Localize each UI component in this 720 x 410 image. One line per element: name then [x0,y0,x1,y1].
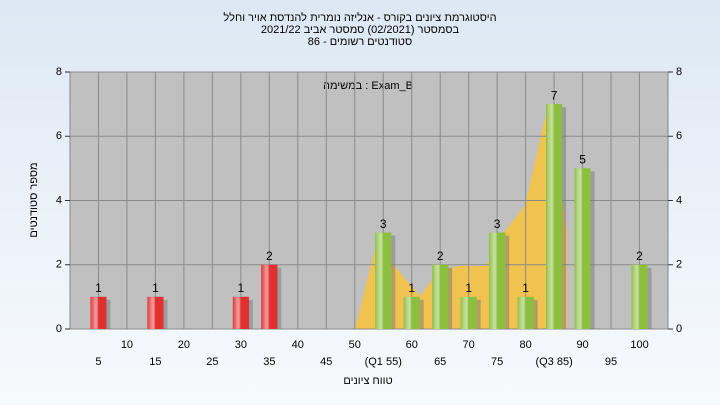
x-tick-label: 35 [263,356,275,368]
data-label: 5 [579,153,586,167]
data-label: 2 [636,249,643,263]
x-tick-label: 95 [605,356,617,368]
x-tick-label: 10 [121,339,133,351]
chart-title-line: בסמסטר (02/2021) סמסטר אביב 2021/22 [261,24,460,36]
x-tick-label: 20 [178,339,190,351]
x-tick-label: 75 [491,356,503,368]
y-tick-label: 8 [56,66,62,78]
chart-title-line: היסטוגרמת ציונים בקורס - אנליזה נומרית ל… [223,11,496,24]
data-label: 1 [408,281,415,295]
y2-tick-label: 0 [676,323,682,335]
y-tick-label: 2 [56,259,62,271]
distribution-area [355,105,567,329]
y-tick-label: 4 [56,194,62,206]
y2-tick-label: 8 [676,66,682,78]
bar-shine [147,296,164,329]
data-label: 1 [238,281,245,295]
x-tick-label: 60 [406,339,418,351]
bar-shine [375,232,392,329]
bar-shine [261,264,278,329]
bar-shine [432,264,449,329]
annotation: במשימה : Exam_B [323,80,413,92]
y2-tick-label: 6 [676,130,682,142]
bar-shine [232,296,249,329]
x-tick-label: 80 [519,339,531,351]
data-label: 3 [494,217,501,231]
bar-shine [90,296,107,329]
bar-shine [574,168,591,329]
x-tick-label: 15 [149,356,161,368]
bar-shine [460,296,477,329]
x-tick-label: 90 [576,339,588,351]
data-label: 1 [95,281,102,295]
data-label: 2 [437,249,444,263]
y-tick-label: 6 [56,130,62,142]
x-tick-label: (Q1 55) [365,356,402,368]
x-tick-label: 50 [349,339,361,351]
x-tick-label: (Q3 85) [535,356,572,368]
chart-title-line: סטודנטים רשומים - 86 [308,36,412,48]
y-axis-label: מספר סטודנטים [28,162,40,237]
data-label: 3 [380,217,387,231]
data-label: 1 [152,281,159,295]
x-tick-label: 30 [235,339,247,351]
data-label: 2 [266,249,273,263]
data-label: 1 [465,281,472,295]
data-label: 1 [522,281,529,295]
x-tick-label: 65 [434,356,446,368]
x-tick-label: 45 [320,356,332,368]
x-tick-label: 25 [206,356,218,368]
y-tick-label: 0 [56,323,62,335]
x-tick-label: 70 [463,339,475,351]
x-axis-label: טווח ציונים [343,375,392,387]
bar-shine [489,232,506,329]
bar-shine [403,296,420,329]
x-tick-label: 40 [292,339,304,351]
y2-tick-label: 2 [676,259,682,271]
bar-shine [546,104,563,329]
y2-tick-label: 4 [676,194,682,206]
x-tick-label: 100 [630,339,648,351]
data-label: 7 [551,88,558,102]
bar-shine [631,264,648,329]
bar-shine [517,296,534,329]
x-tick-label: 5 [95,356,101,368]
